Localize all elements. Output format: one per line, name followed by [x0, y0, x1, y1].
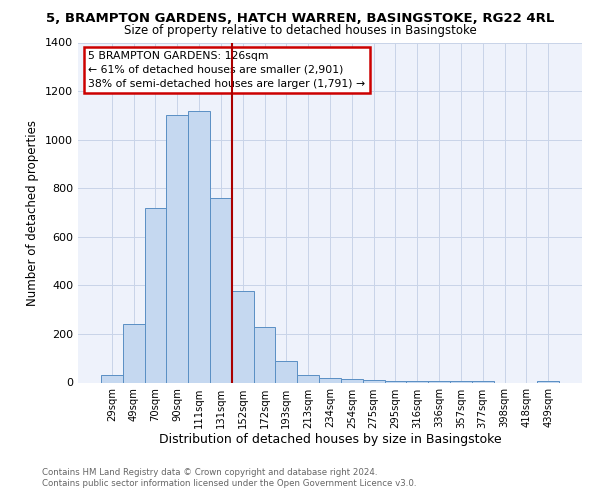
Bar [297, 375, 319, 382]
Bar [275, 360, 297, 382]
Bar [188, 110, 210, 382]
Bar [254, 326, 275, 382]
Bar [363, 380, 385, 382]
Bar [166, 116, 188, 382]
Bar [145, 208, 166, 382]
Text: Contains HM Land Registry data © Crown copyright and database right 2024.
Contai: Contains HM Land Registry data © Crown c… [42, 468, 416, 487]
Bar [123, 324, 145, 382]
Text: 5, BRAMPTON GARDENS, HATCH WARREN, BASINGSTOKE, RG22 4RL: 5, BRAMPTON GARDENS, HATCH WARREN, BASIN… [46, 12, 554, 26]
Bar [232, 292, 254, 382]
Bar [319, 378, 341, 382]
Bar [210, 198, 232, 382]
Bar [101, 375, 123, 382]
Text: Size of property relative to detached houses in Basingstoke: Size of property relative to detached ho… [124, 24, 476, 37]
Bar [341, 379, 363, 382]
Text: 5 BRAMPTON GARDENS: 126sqm
← 61% of detached houses are smaller (2,901)
38% of s: 5 BRAMPTON GARDENS: 126sqm ← 61% of deta… [88, 51, 365, 89]
Y-axis label: Number of detached properties: Number of detached properties [26, 120, 40, 306]
X-axis label: Distribution of detached houses by size in Basingstoke: Distribution of detached houses by size … [158, 434, 502, 446]
